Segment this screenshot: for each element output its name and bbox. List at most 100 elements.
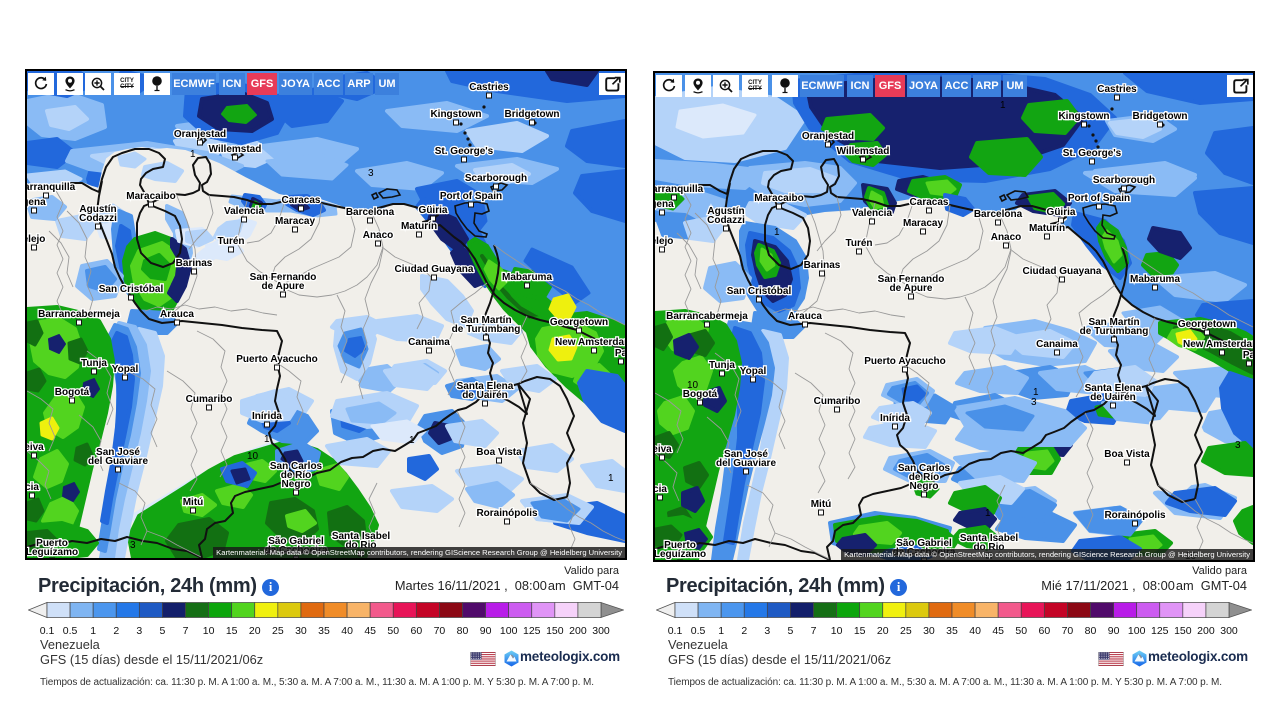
svg-text:Bogotá: Bogotá — [55, 387, 90, 398]
svg-text:80: 80 — [457, 625, 469, 637]
svg-text:20: 20 — [249, 625, 261, 637]
svg-text:Kingstown: Kingstown — [430, 109, 481, 120]
svg-text:10: 10 — [203, 625, 215, 637]
svg-text:3: 3 — [1235, 440, 1241, 451]
svg-text:Valencia: Valencia — [224, 206, 264, 217]
svg-text:1: 1 — [774, 227, 780, 238]
svg-text:150: 150 — [546, 625, 564, 637]
svg-text:Arauca: Arauca — [160, 309, 194, 320]
svg-text:St. George's: St. George's — [435, 146, 494, 157]
svg-text:3: 3 — [368, 168, 374, 179]
svg-text:Maturín: Maturín — [401, 221, 437, 232]
svg-text:20: 20 — [877, 625, 889, 637]
svg-text:10: 10 — [247, 451, 259, 462]
svg-text:300: 300 — [1220, 625, 1238, 637]
svg-text:elejo: elejo — [27, 234, 45, 245]
svg-text:1: 1 — [608, 473, 614, 484]
svg-text:Castries: Castries — [469, 82, 509, 93]
svg-text:Inírida: Inírida — [252, 411, 282, 422]
svg-text:1: 1 — [1000, 100, 1006, 111]
svg-text:80: 80 — [1085, 625, 1097, 637]
svg-text:3: 3 — [130, 540, 136, 551]
svg-text:35: 35 — [318, 625, 330, 637]
svg-text:2: 2 — [113, 625, 119, 637]
svg-text:15: 15 — [854, 625, 866, 637]
svg-text:Turén: Turén — [217, 236, 244, 247]
svg-text:Anaco: Anaco — [363, 230, 394, 241]
svg-text:10: 10 — [831, 625, 843, 637]
svg-text:0.1: 0.1 — [40, 625, 55, 637]
svg-text:125: 125 — [523, 625, 541, 637]
svg-text:0.5: 0.5 — [691, 625, 706, 637]
svg-text:45: 45 — [364, 625, 376, 637]
svg-text:3: 3 — [764, 625, 770, 637]
svg-text:70: 70 — [434, 625, 446, 637]
svg-text:New Amsterdam: New Amsterdam — [555, 337, 625, 348]
svg-text:10: 10 — [687, 380, 699, 391]
svg-text:Canaima: Canaima — [408, 337, 450, 348]
svg-text:30: 30 — [295, 625, 307, 637]
svg-text:100: 100 — [1128, 625, 1146, 637]
svg-text:Rorainópolis: Rorainópolis — [476, 508, 538, 519]
svg-text:1: 1 — [718, 625, 724, 637]
svg-text:5: 5 — [159, 625, 165, 637]
svg-text:Mabaruma: Mabaruma — [502, 272, 552, 283]
svg-text:Ciudad Guayana: Ciudad Guayana — [395, 264, 474, 275]
svg-text:Mitú: Mitú — [183, 497, 204, 508]
svg-text:Barcelona: Barcelona — [346, 207, 395, 218]
svg-text:Cumaribo: Cumaribo — [186, 394, 233, 405]
svg-text:90: 90 — [1108, 625, 1120, 637]
svg-text:200: 200 — [1197, 625, 1215, 637]
svg-text:5: 5 — [787, 625, 793, 637]
svg-text:Yopal: Yopal — [112, 364, 139, 375]
svg-text:3: 3 — [136, 625, 142, 637]
svg-text:35: 35 — [946, 625, 958, 637]
svg-text:70: 70 — [1062, 625, 1074, 637]
svg-text:Georgetown: Georgetown — [550, 317, 608, 328]
svg-text:40: 40 — [969, 625, 981, 637]
svg-text:30: 30 — [923, 625, 935, 637]
svg-text:0.5: 0.5 — [63, 625, 78, 637]
svg-text:15: 15 — [226, 625, 238, 637]
svg-text:San Cristóbal: San Cristóbal — [99, 284, 164, 295]
svg-text:Oranjestad: Oranjestad — [174, 129, 226, 140]
svg-text:60: 60 — [410, 625, 422, 637]
svg-text:40: 40 — [341, 625, 353, 637]
svg-text:1: 1 — [985, 508, 991, 519]
svg-text:100: 100 — [500, 625, 518, 637]
svg-text:7: 7 — [183, 625, 189, 637]
svg-text:0.1: 0.1 — [668, 625, 683, 637]
svg-text:25: 25 — [272, 625, 284, 637]
svg-text:90: 90 — [480, 625, 492, 637]
svg-text:125: 125 — [1151, 625, 1169, 637]
svg-text:Güiria: Güiria — [419, 205, 448, 216]
svg-text:Maracaibo: Maracaibo — [126, 191, 175, 202]
svg-text:Maracay: Maracay — [275, 216, 315, 227]
svg-text:Caracas: Caracas — [282, 195, 321, 206]
svg-text:3: 3 — [1031, 397, 1037, 408]
svg-text:Boa Vista: Boa Vista — [476, 447, 522, 458]
svg-text:Barinas: Barinas — [176, 258, 213, 269]
svg-text:1: 1 — [264, 434, 270, 445]
svg-text:300: 300 — [592, 625, 610, 637]
svg-text:50: 50 — [387, 625, 399, 637]
svg-text:Scarborough: Scarborough — [465, 173, 527, 184]
svg-text:Willemstad: Willemstad — [209, 144, 262, 155]
svg-text:60: 60 — [1038, 625, 1050, 637]
svg-text:Barranquilla: Barranquilla — [27, 182, 76, 193]
svg-text:45: 45 — [992, 625, 1004, 637]
svg-text:gena: gena — [27, 197, 46, 208]
svg-text:Port of Spain: Port of Spain — [440, 191, 502, 202]
svg-text:Bridgetown: Bridgetown — [505, 109, 560, 120]
svg-text:25: 25 — [900, 625, 912, 637]
svg-text:cia: cia — [27, 482, 39, 493]
svg-text:2: 2 — [741, 625, 747, 637]
svg-text:7: 7 — [811, 625, 817, 637]
